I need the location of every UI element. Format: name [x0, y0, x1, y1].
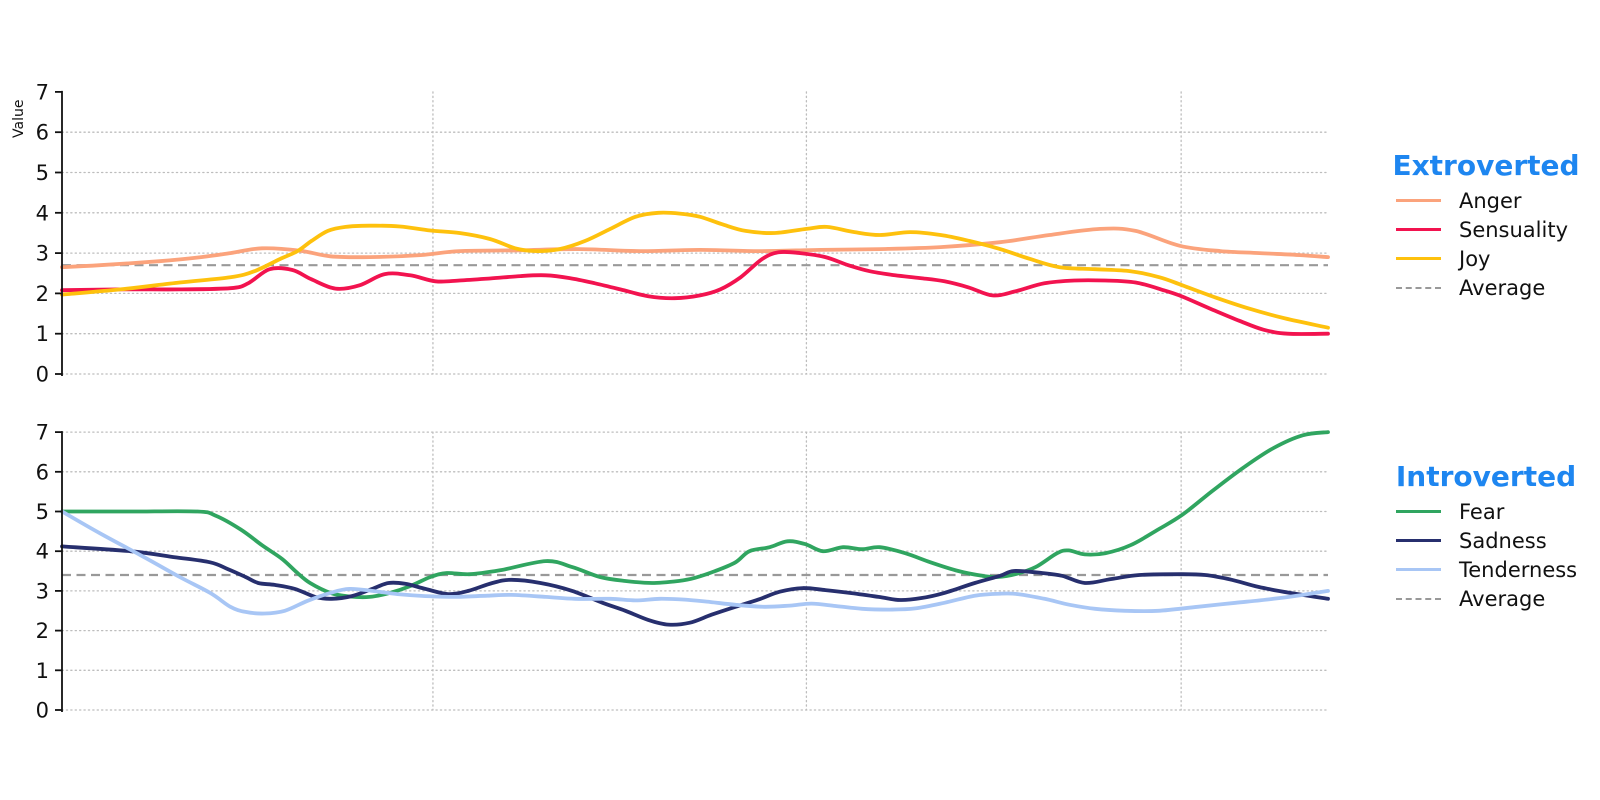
- legend-item-sensuality: Sensuality: [1386, 215, 1586, 244]
- tenderness-line-swatch: [1396, 568, 1441, 571]
- y-tick-label: 7: [36, 80, 49, 104]
- y-tick-label: 0: [36, 363, 49, 387]
- series-line-fear: [60, 430, 1330, 600]
- legend-item-average-extroverted: Average: [1386, 273, 1586, 302]
- legend-introverted: Introverted Fear Sadness Tenderness Aver…: [1386, 460, 1586, 613]
- legend-label-average: Average: [1459, 275, 1546, 300]
- legend-label-joy: Joy: [1459, 246, 1491, 271]
- sensuality-line-swatch: [1396, 228, 1441, 231]
- legend-label-sadness: Sadness: [1459, 528, 1547, 553]
- legend-extroverted: Extroverted Anger Sensuality Joy Average: [1386, 149, 1586, 302]
- y-tick-label: 5: [36, 161, 49, 185]
- legend-item-tenderness: Tenderness: [1386, 555, 1586, 584]
- legend-title-introverted: Introverted: [1395, 460, 1577, 493]
- series-line-joy: [60, 210, 1330, 330]
- y-tick-label: 0: [36, 699, 49, 723]
- legend-label-average: Average: [1459, 586, 1546, 611]
- legend-label-tenderness: Tenderness: [1459, 557, 1578, 582]
- y-tick-label: 3: [36, 242, 49, 266]
- y-tick-label: 5: [36, 500, 49, 524]
- legend-item-fear: Fear: [1386, 497, 1586, 526]
- y-tick-label: 4: [36, 540, 49, 564]
- series-line-sensuality: [60, 249, 1330, 336]
- series-line-sadness: [60, 544, 1330, 627]
- y-tick-label: 1: [36, 659, 49, 683]
- legend-item-anger: Anger: [1386, 186, 1586, 215]
- legend-item-sadness: Sadness: [1386, 526, 1586, 555]
- legend-title-extroverted: Extroverted: [1392, 149, 1580, 182]
- y-axis-title: Value: [11, 100, 27, 138]
- joy-line-swatch: [1396, 257, 1441, 260]
- anger-line-swatch: [1396, 199, 1441, 202]
- y-tick-label: 2: [36, 282, 49, 306]
- average-dashed-swatch: [1396, 597, 1441, 600]
- chart-introverted: 0 1 2 3 4 5 6 7: [36, 421, 1330, 723]
- y-tick-label: 4: [36, 201, 49, 225]
- y-tick-label: 6: [36, 121, 49, 145]
- sadness-line-swatch: [1396, 539, 1441, 542]
- series-line-tenderness: [60, 509, 1330, 616]
- series-line-anger: [60, 226, 1330, 270]
- fear-line-swatch: [1396, 510, 1441, 513]
- legend-item-average-introverted: Average: [1386, 584, 1586, 613]
- legend-label-anger: Anger: [1459, 188, 1522, 213]
- average-dashed-swatch: [1396, 286, 1441, 289]
- legend-item-joy: Joy: [1386, 244, 1586, 273]
- y-tick-label: 2: [36, 619, 49, 643]
- y-tick-label: 7: [36, 421, 49, 445]
- chart-extroverted: 0 1 2 3 4 5 6 7 Value: [11, 80, 1330, 387]
- y-tick-label: 1: [36, 322, 49, 346]
- legend-label-sensuality: Sensuality: [1459, 217, 1569, 242]
- legend-label-fear: Fear: [1459, 499, 1505, 524]
- y-tick-label: 6: [36, 460, 49, 484]
- y-tick-label: 3: [36, 579, 49, 603]
